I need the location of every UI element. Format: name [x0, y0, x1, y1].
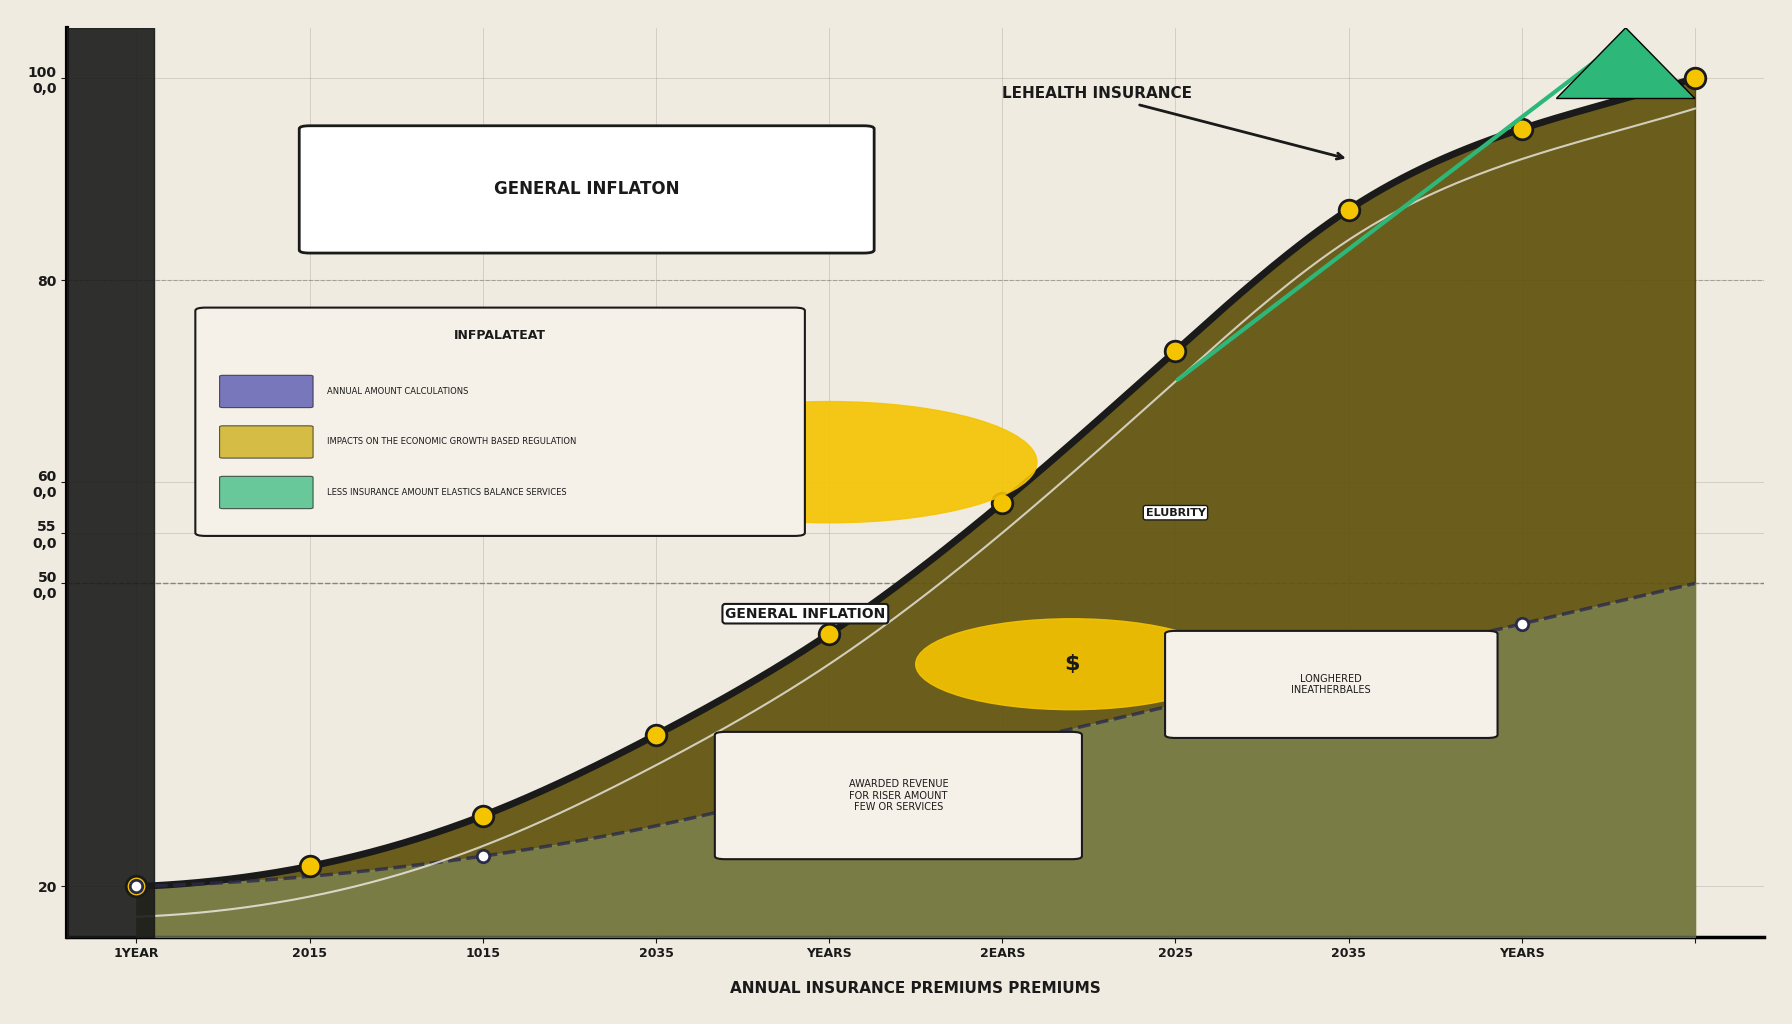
Point — [468, 848, 496, 864]
Text: LESS INSURANCE AMOUNT ELASTICS BALANCE SERVICES: LESS INSURANCE AMOUNT ELASTICS BALANCE S… — [326, 488, 566, 497]
Point — [1335, 202, 1364, 218]
Polygon shape — [1557, 28, 1695, 98]
FancyBboxPatch shape — [195, 307, 805, 536]
Point — [642, 727, 670, 743]
Point — [122, 879, 151, 895]
Text: INFPALATEAT: INFPALATEAT — [453, 330, 547, 342]
Point — [1507, 121, 1536, 137]
Point — [815, 626, 844, 642]
X-axis label: ANNUAL INSURANCE PREMIUMS PREMIUMS: ANNUAL INSURANCE PREMIUMS PREMIUMS — [731, 981, 1100, 996]
FancyBboxPatch shape — [220, 476, 314, 509]
Text: ELUBRITY: ELUBRITY — [1145, 508, 1206, 518]
Point — [1161, 696, 1190, 713]
Point — [296, 858, 324, 874]
Point — [122, 879, 151, 895]
Circle shape — [622, 401, 1038, 523]
Text: $: $ — [1064, 654, 1079, 674]
Text: AWARDED REVENUE
FOR RISER AMOUNT
FEW OR SERVICES: AWARDED REVENUE FOR RISER AMOUNT FEW OR … — [849, 779, 948, 812]
Text: LEHEALTH INSURANCE: LEHEALTH INSURANCE — [1002, 86, 1342, 159]
FancyBboxPatch shape — [715, 732, 1082, 859]
Point — [468, 808, 496, 824]
Text: LONGHERED
INEATHERBALES: LONGHERED INEATHERBALES — [1292, 674, 1371, 695]
Text: GENERAL INFLATION: GENERAL INFLATION — [726, 606, 885, 621]
FancyBboxPatch shape — [220, 375, 314, 408]
Text: GENERAL INFLATON: GENERAL INFLATON — [495, 180, 679, 199]
FancyBboxPatch shape — [299, 126, 874, 253]
Circle shape — [916, 618, 1228, 710]
FancyBboxPatch shape — [220, 426, 314, 458]
Point — [1161, 343, 1190, 359]
Point — [987, 495, 1016, 511]
Text: IMPACTS ON THE ECONOMIC GROWTH BASED REGULATION: IMPACTS ON THE ECONOMIC GROWTH BASED REG… — [326, 437, 577, 446]
FancyBboxPatch shape — [1165, 631, 1498, 738]
Text: ANNUAL AMOUNT CALCULATIONS: ANNUAL AMOUNT CALCULATIONS — [326, 387, 468, 396]
Point — [1681, 70, 1710, 86]
Point — [815, 777, 844, 794]
Point — [1507, 615, 1536, 632]
